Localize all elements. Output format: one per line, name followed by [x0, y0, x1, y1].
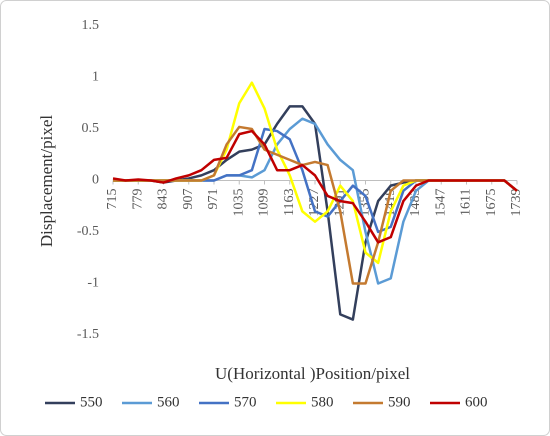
x-tick-label: 907	[181, 189, 196, 210]
y-tick-label: 0	[92, 173, 99, 188]
y-tick-label: 1.5	[82, 18, 100, 33]
x-axis-title: U(Horizontal )Position/pixel	[215, 364, 410, 383]
x-tick-label: 1163	[282, 189, 297, 216]
x-tick-label: 1483	[408, 189, 423, 217]
x-tick-label: 971	[206, 189, 221, 210]
y-axis-title: Displacement/pixel	[37, 115, 56, 247]
legend-label: 590	[388, 394, 411, 410]
y-tick-label: -0.5	[77, 224, 99, 239]
x-tick-label: 843	[156, 189, 171, 210]
y-tick-label: 1	[92, 70, 99, 85]
x-tick-label: 1611	[459, 189, 474, 216]
x-tick-label: 1675	[484, 189, 499, 217]
legend-label: 550	[80, 394, 103, 410]
series-line	[112, 129, 518, 244]
x-tick-label: 1035	[231, 189, 246, 217]
legend-label: 580	[311, 394, 334, 410]
legend-label: 600	[465, 394, 488, 410]
x-tick-label: 779	[130, 189, 145, 210]
legend-label: 570	[234, 394, 257, 410]
legend-label: 560	[157, 394, 180, 410]
x-tick-label: 1739	[509, 189, 524, 217]
x-tick-label: 1547	[433, 189, 448, 217]
x-tick-label: 1099	[257, 189, 272, 217]
y-tick-label: -1	[87, 276, 99, 291]
y-tick-label: 0.5	[82, 121, 100, 136]
y-tick-label: -1.5	[77, 327, 99, 342]
x-tick-label: 715	[105, 189, 120, 210]
